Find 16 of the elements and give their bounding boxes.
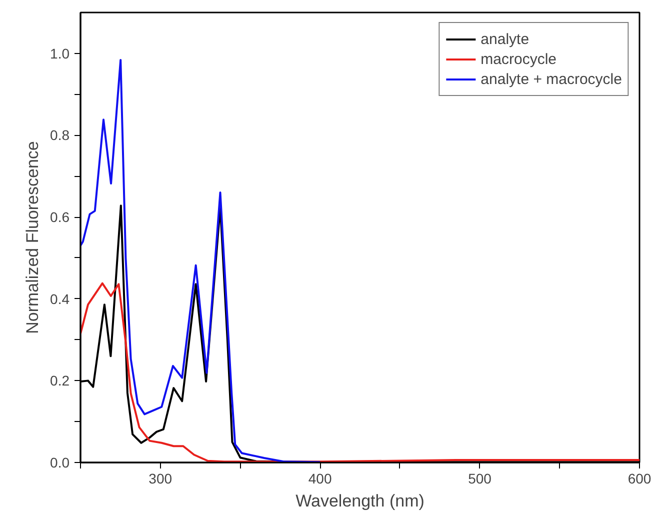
- y-tick-label: 0.2: [50, 372, 70, 389]
- x-tick-label: 300: [148, 470, 172, 486]
- legend-label: analyte + macrocycle: [480, 70, 622, 88]
- line-series: [80, 58, 322, 462]
- x-tick-label: 400: [308, 470, 332, 486]
- text: 1.0: [50, 45, 70, 62]
- y-tick-label: 0.6: [50, 209, 70, 226]
- y-axis-title: Normalized Fluorescence: [23, 141, 42, 334]
- legend-label: macrocycle: [480, 50, 557, 68]
- x-axis-title: Wavelength (nm): [296, 492, 424, 510]
- y-tick-label: 0.8: [50, 127, 70, 144]
- x-tick-label: 600: [628, 470, 652, 486]
- text: 0.0: [50, 454, 70, 470]
- legend-label: analyte: [480, 30, 530, 48]
- x-tick-label: 500: [468, 470, 492, 486]
- y-tick-label: 0.4: [50, 290, 70, 307]
